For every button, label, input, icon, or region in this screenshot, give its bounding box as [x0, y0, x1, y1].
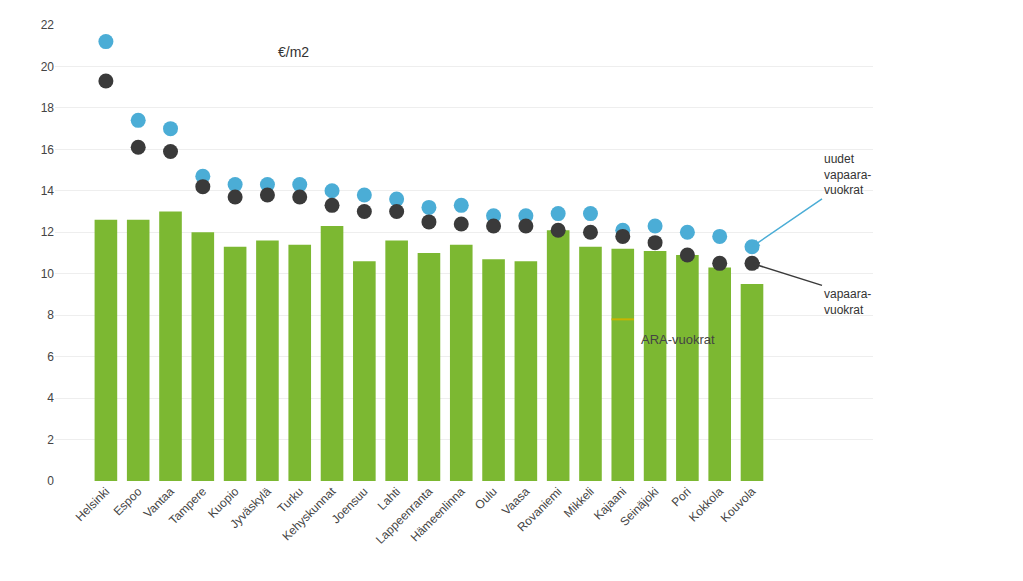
svg-text:Pori: Pori — [669, 484, 694, 509]
svg-text:4: 4 — [47, 391, 54, 405]
svg-text:Rovaniemi: Rovaniemi — [515, 484, 565, 534]
svg-text:Seinäjoki: Seinäjoki — [617, 484, 661, 528]
svg-text:Joensuu: Joensuu — [329, 484, 371, 526]
svg-text:Turku: Turku — [275, 484, 306, 515]
svg-text:Vantaa: Vantaa — [141, 484, 177, 520]
svg-text:20: 20 — [41, 60, 55, 74]
svg-text:Helsinki: Helsinki — [73, 484, 113, 524]
svg-text:€/m2: €/m2 — [278, 44, 309, 60]
svg-text:Kehyskunnat: Kehyskunnat — [279, 484, 338, 543]
svg-text:Lappeenranta: Lappeenranta — [373, 484, 436, 547]
svg-text:Kouvola: Kouvola — [718, 484, 759, 525]
svg-text:22: 22 — [41, 18, 55, 32]
svg-text:Kuopio: Kuopio — [205, 484, 242, 521]
svg-text:Lahti: Lahti — [375, 484, 403, 512]
svg-text:Hämeenlinna: Hämeenlinna — [408, 484, 468, 544]
svg-text:18: 18 — [41, 101, 55, 115]
svg-text:Espoo: Espoo — [111, 484, 145, 518]
svg-text:2: 2 — [47, 433, 54, 447]
svg-text:Tampere: Tampere — [166, 484, 209, 527]
svg-text:ARA-vuokrat: ARA-vuokrat — [641, 332, 715, 347]
svg-text:6: 6 — [47, 350, 54, 364]
svg-text:uudetvapaara-vuokrat: uudetvapaara-vuokrat — [824, 152, 871, 197]
svg-text:Mikkeli: Mikkeli — [561, 484, 597, 520]
svg-text:14: 14 — [41, 184, 55, 198]
svg-text:Kajaani: Kajaani — [591, 484, 629, 522]
svg-text:Oulu: Oulu — [472, 484, 500, 512]
svg-text:12: 12 — [41, 225, 55, 239]
svg-text:16: 16 — [41, 143, 55, 157]
svg-text:Jyväskylä: Jyväskylä — [227, 484, 274, 531]
svg-text:0: 0 — [47, 474, 54, 488]
svg-text:8: 8 — [47, 308, 54, 322]
svg-text:Vaasa: Vaasa — [499, 484, 533, 518]
svg-text:Kokkola: Kokkola — [686, 484, 726, 524]
svg-text:10: 10 — [41, 267, 55, 281]
svg-text:vapaara-vuokrat: vapaara-vuokrat — [824, 287, 871, 317]
